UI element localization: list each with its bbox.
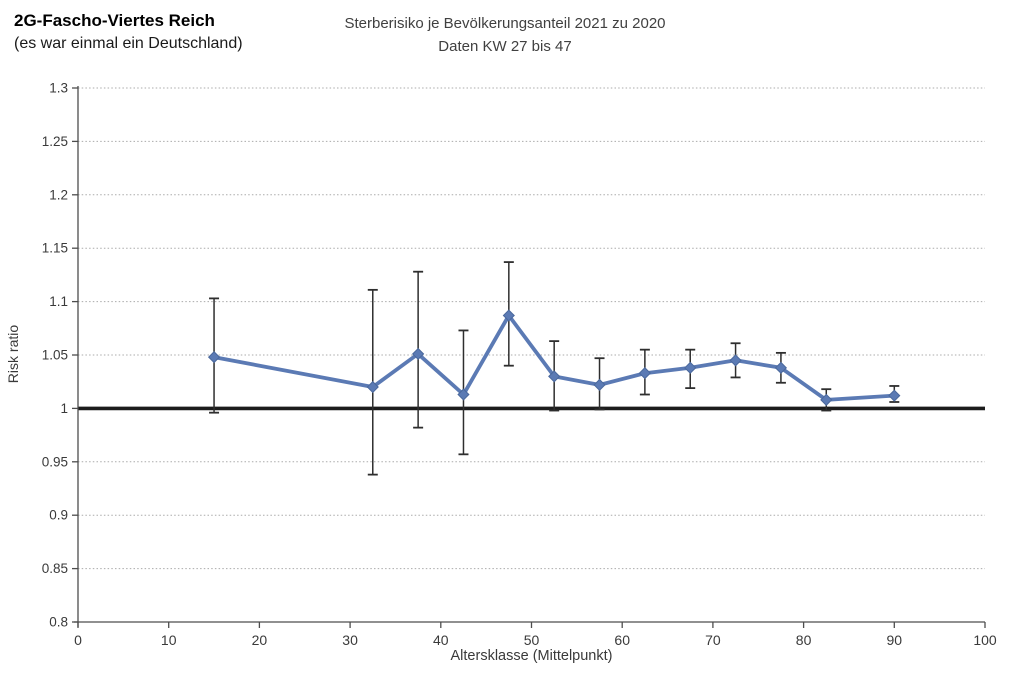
data-point-marker [548,370,561,383]
chart-title: Sterberisiko je Bevölkerungsanteil 2021 … [240,12,770,59]
x-tick-label: 10 [161,632,177,648]
x-tick-label: 0 [74,632,82,648]
y-tick-label: 1.15 [42,241,68,256]
x-tick-label: 50 [524,632,540,648]
y-tick-label: 1.05 [42,348,68,363]
y-tick-label: 1.3 [49,81,68,96]
y-tick-label: 0.95 [42,454,68,469]
y-tick-label: 0.8 [49,615,68,630]
x-tick-label: 60 [614,632,630,648]
y-tick-label: 1.2 [49,187,68,202]
data-point-marker [729,354,742,367]
data-point-marker [207,351,221,364]
x-tick-label: 90 [887,632,903,648]
x-tick-label: 80 [796,632,812,648]
data-point-marker [684,361,697,374]
y-tick-label: 1 [60,401,68,416]
data-point-marker [820,393,833,406]
x-tick-label: 100 [973,632,997,648]
y-tick-label: 0.85 [42,561,68,576]
y-tick-label: 1.1 [49,294,68,309]
x-tick-label: 30 [342,632,358,648]
data-point-marker [774,361,788,374]
x-tick-label: 20 [252,632,268,648]
y-tick-label: 1.25 [42,134,68,149]
x-tick-label: 40 [433,632,449,648]
chart-title-line1: Sterberisiko je Bevölkerungsanteil 2021 … [344,15,666,32]
x-axis-title: Altersklasse (Mittelpunkt) [450,648,613,664]
chart-title-line2: Daten KW 27 bis 47 [438,38,572,56]
data-point-marker [457,388,470,401]
data-point-marker [888,389,901,402]
x-tick-label: 70 [705,632,721,648]
y-tick-label: 0.9 [49,508,68,523]
data-point-marker [502,309,515,322]
page-title: 2G-Fascho-Viertes Reich [14,11,215,30]
data-point-marker [412,347,425,361]
data-point-marker [638,367,651,380]
data-point-marker [366,380,379,394]
page-subtitle: (es war einmal ein Deutschland) [14,34,243,52]
data-point-marker [593,378,606,392]
page-header: 2G-Fascho-Viertes Reich (es war einmal e… [14,10,243,55]
